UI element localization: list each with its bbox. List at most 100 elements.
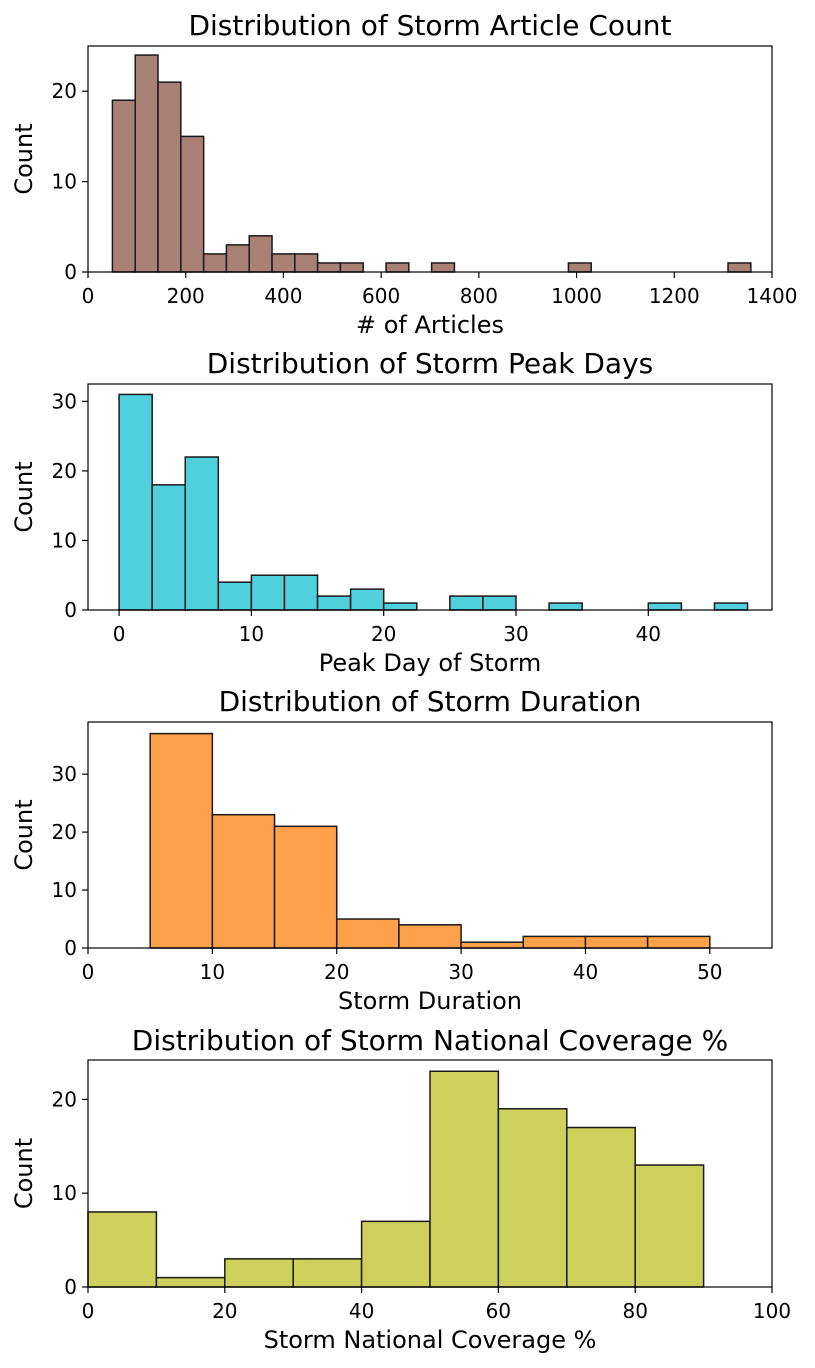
x-tick-label: 1200: [649, 284, 700, 308]
x-axis-label: # of Articles: [356, 311, 504, 339]
y-tick-label: 20: [52, 459, 77, 483]
histogram-bar: [449, 595, 484, 611]
histogram-bar: [316, 595, 352, 611]
histogram-bar: [584, 935, 649, 949]
chart-title: Distribution of Storm Peak Days: [207, 347, 653, 380]
histogram-bar: [294, 253, 319, 273]
histogram-bar: [316, 262, 342, 273]
y-tick-label: 10: [52, 1181, 77, 1205]
x-tick-label: 30: [448, 960, 473, 984]
histogram-bars: [118, 393, 749, 611]
histogram-bar: [180, 135, 205, 273]
histogram-bar: [157, 81, 182, 273]
histogram-bar: [360, 1220, 431, 1288]
y-axis-label: Count: [10, 1138, 38, 1209]
x-tick-label: 80: [622, 1299, 647, 1323]
histogram-bar: [567, 262, 592, 273]
histogram-bar: [385, 262, 410, 273]
histogram-bar: [134, 54, 159, 273]
histogram-bar: [713, 602, 749, 611]
y-tick-label: 10: [52, 170, 77, 194]
plot-frame: [87, 1059, 773, 1288]
plot-frame: [87, 383, 773, 611]
chart-title: Distribution of Storm National Coverage …: [132, 1024, 728, 1057]
histogram-bar: [217, 581, 253, 611]
y-tick-label: 0: [64, 1275, 77, 1299]
histogram-bars: [149, 732, 711, 949]
y-tick-label: 30: [52, 762, 77, 786]
histogram-bar: [382, 602, 418, 611]
histogram-bars: [87, 1070, 705, 1288]
histogram-bar: [184, 456, 220, 611]
x-tick-label: 800: [460, 284, 498, 308]
histogram-bar: [155, 1276, 226, 1288]
histogram-bar: [634, 1164, 705, 1288]
y-tick-label: 10: [52, 528, 77, 552]
x-tick-label: 0: [82, 960, 95, 984]
x-tick-label: 600: [362, 284, 400, 308]
chart-panel-2: Distribution of Storm Peak Days 0 10 20 30 40…: [10, 347, 773, 677]
x-axis-label: Storm National Coverage %: [264, 1326, 597, 1354]
y-tick-label: 0: [64, 936, 77, 960]
y-tick-label: 20: [52, 79, 77, 103]
histogram-bar: [111, 99, 136, 273]
histogram-bar: [271, 253, 296, 273]
y-tick-label: 30: [52, 389, 77, 413]
histogram-bar: [647, 602, 683, 611]
plot-frame: [87, 721, 773, 949]
histogram-bar: [339, 262, 364, 273]
x-axis-label: Storm Duration: [338, 987, 522, 1015]
y-axis-label: Count: [10, 123, 38, 194]
histogram-bar: [548, 602, 583, 611]
histogram-bar: [497, 1108, 568, 1288]
x-tick-label: 20: [324, 960, 349, 984]
chart-title: Distribution of Storm Duration: [219, 685, 642, 718]
histogram-bar: [482, 595, 517, 611]
histogram-bars: [111, 54, 752, 273]
histogram-bar: [566, 1126, 636, 1288]
x-axis-label: Peak Day of Storm: [319, 649, 542, 677]
histogram-bar: [225, 244, 250, 273]
chart-panel-3: Distribution of Storm Duration 0 10 20 30 40 5…: [10, 685, 773, 1015]
histogram-bar: [430, 262, 456, 273]
y-axis-label: Count: [10, 799, 38, 870]
histogram-bar: [248, 235, 273, 273]
x-tick-label: 40: [636, 622, 661, 646]
plot-frame: [87, 45, 773, 273]
histogram-bar: [211, 813, 276, 949]
y-tick-label: 0: [64, 260, 77, 284]
x-tick-label: 10: [239, 622, 264, 646]
histogram-bar: [522, 935, 587, 949]
x-tick-label: 40: [349, 1299, 374, 1323]
histogram-bar: [429, 1070, 500, 1288]
histogram-bar: [398, 924, 462, 949]
chart-panel-4: Distribution of Storm National Coverage …: [10, 1024, 791, 1354]
histogram-bar: [335, 918, 400, 949]
histogram-bar: [202, 253, 228, 273]
y-axis-label: Count: [10, 461, 38, 532]
histogram-bar: [283, 574, 319, 611]
x-tick-label: 30: [503, 622, 528, 646]
histogram-bar: [727, 262, 752, 273]
histogram-bar: [292, 1258, 363, 1288]
y-tick-label: 20: [52, 1087, 77, 1111]
chart-title: Distribution of Storm Article Count: [188, 9, 671, 42]
x-tick-label: 20: [212, 1299, 237, 1323]
histogram-bar: [646, 935, 711, 949]
histogram-bar: [250, 574, 286, 611]
x-tick-label: 0: [82, 1299, 95, 1323]
histogram-bar: [151, 484, 186, 611]
histogram-bar: [224, 1258, 294, 1288]
x-tick-label: 10: [200, 960, 225, 984]
x-tick-label: 50: [697, 960, 722, 984]
x-tick-label: 200: [167, 284, 205, 308]
x-tick-label: 1000: [551, 284, 602, 308]
histogram-bar: [349, 588, 385, 611]
histogram-bar: [118, 393, 153, 611]
x-tick-label: 0: [82, 284, 95, 308]
y-tick-label: 0: [64, 598, 77, 622]
x-tick-label: 20: [371, 622, 396, 646]
histogram-bar: [273, 825, 338, 949]
